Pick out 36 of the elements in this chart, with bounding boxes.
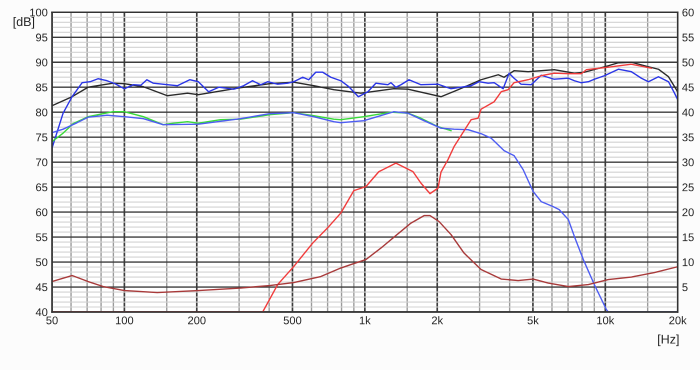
y2-tick-label: 20: [682, 208, 694, 216]
y2-tick-label: 30: [682, 158, 694, 166]
x-tick-label: 2k: [432, 316, 444, 324]
y-tick-label: 55: [36, 233, 48, 242]
y2-tick-label: 55: [682, 34, 694, 42]
y-tick-label: 65: [36, 183, 48, 192]
y-tick-label: 100: [30, 8, 48, 16]
x-tick-label: 200: [188, 316, 206, 324]
y-tick-label: 80: [36, 108, 48, 116]
x-tick-label: 5k: [528, 316, 539, 324]
y2-tick-label: 40: [682, 108, 694, 116]
y-axis-title: [dB]: [14, 16, 34, 29]
y-tick-label: 90: [36, 58, 48, 66]
y-tick-label: 45: [36, 283, 48, 292]
y-tick-label: 95: [36, 34, 48, 42]
y-tick-label: 60: [36, 208, 48, 216]
y2-tick-label: 25: [682, 183, 694, 192]
y-tick-label: 85: [36, 83, 48, 92]
y2-tick-label: 5: [682, 283, 688, 292]
y-tick-label: 50: [36, 258, 48, 266]
x-axis-title: [Hz]: [658, 334, 679, 346]
x-tick-label: 20k: [669, 316, 687, 324]
y2-tick-label: 45: [682, 84, 694, 92]
y2-tick-label: 60: [682, 8, 694, 16]
y-tick-label: 75: [36, 134, 48, 142]
y-tick-label: 70: [36, 158, 48, 166]
y2-tick-label: 50: [682, 58, 694, 66]
x-tick-label: 100: [116, 316, 134, 324]
x-tick-label: 50: [46, 316, 58, 324]
y2-tick-label: 35: [682, 133, 694, 142]
y2-tick-label: 15: [682, 233, 694, 242]
y2-tick-label: 10: [682, 258, 694, 266]
x-tick-label: 10k: [597, 316, 614, 324]
y-tick-label: 40: [36, 308, 48, 316]
x-tick-label: 500: [284, 316, 302, 324]
x-tick-label: 1k: [360, 316, 371, 324]
